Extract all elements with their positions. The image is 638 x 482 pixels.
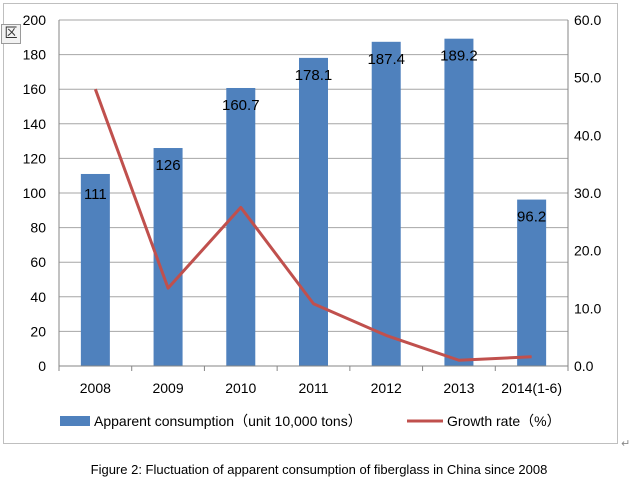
y-right-tick-label: 0.0 (574, 358, 594, 374)
y-left-tick-label: 0 (38, 358, 46, 374)
bar (299, 57, 328, 367)
y-right-tick-label: 30.0 (574, 185, 601, 201)
paragraph-return-icon: ↵ (621, 437, 631, 450)
y-left-tick-label: 100 (23, 185, 47, 201)
x-tick-label: 2014(1-6) (501, 380, 562, 396)
bar-data-label: 96.2 (517, 209, 546, 226)
y-left-tick-label: 140 (23, 116, 47, 132)
legend-bar-label: Apparent consumption（unit 10,000 tons） (94, 413, 362, 429)
gridlines (59, 19, 568, 332)
bar (517, 199, 547, 366)
bar-data-label: 189.2 (440, 48, 478, 65)
legend: Apparent consumption（unit 10,000 tons） Gr… (60, 413, 561, 429)
bar-data-label: 187.4 (367, 51, 405, 68)
figure-caption: Figure 2: Fluctuation of apparent consum… (90, 462, 548, 477)
x-tick-label: 2011 (298, 380, 328, 396)
y-left-tick-label: 20 (30, 323, 46, 339)
y-right-tick-label: 20.0 (574, 243, 601, 259)
y-left-tick-label: 40 (30, 289, 46, 305)
data-labels: 111 126 160.7 178.1 187.4 189.2 96.2 (84, 48, 546, 226)
bar (371, 41, 401, 366)
y-left-tick-label: 120 (23, 150, 47, 166)
x-tick-label: 2008 (80, 380, 111, 396)
bar-data-label: 111 (84, 186, 107, 203)
y-right-tick-label: 10.0 (574, 300, 601, 316)
x-tick-label: 2013 (443, 380, 474, 396)
y-right-tick-label: 40.0 (574, 127, 601, 143)
bar-series (80, 38, 547, 367)
y-right-tick-label: 60.0 (574, 12, 601, 28)
y-right-tick-label: 50.0 (574, 70, 601, 86)
bar-data-label: 178.1 (295, 67, 333, 84)
legend-line-label: Growth rate（%） (447, 413, 561, 429)
bar (444, 38, 474, 367)
line-series (93, 88, 532, 362)
x-tick-label: 2010 (225, 380, 256, 396)
y-left-tick-label: 180 (23, 47, 47, 63)
y-left-tick-label: 160 (23, 81, 47, 97)
bar (153, 148, 183, 366)
corner-anchor-icon[interactable]: 区 (1, 24, 21, 44)
y-left-tick-label: 60 (30, 254, 46, 270)
x-tick-label: 2009 (152, 380, 183, 396)
legend-bar-swatch (60, 416, 90, 426)
x-tick-label: 2012 (371, 380, 402, 396)
axes: 0 20 40 60 80 100 120 140 160 180 200 0.0 10.0 20.0 30… (23, 12, 602, 396)
y-left-tick-label: 80 (30, 220, 46, 236)
bar (226, 87, 256, 366)
bar (80, 173, 110, 366)
bar-data-label: 126 (156, 157, 181, 174)
y-left-tick-label: 200 (23, 12, 47, 28)
bar-data-label: 160.7 (222, 97, 260, 114)
